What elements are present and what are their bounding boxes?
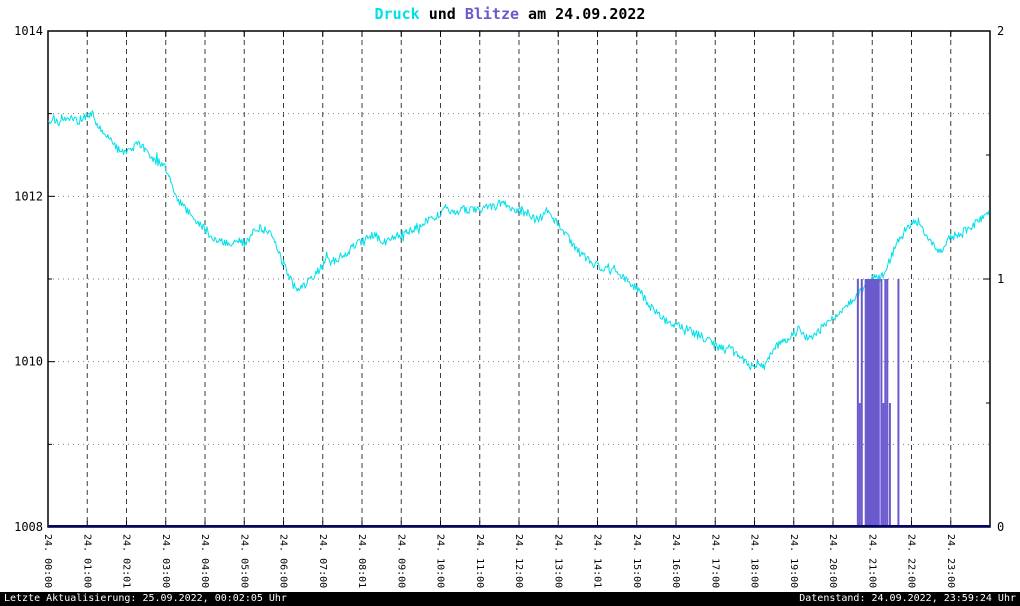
- lightning-bar: [871, 279, 874, 527]
- x-tick-label: 24. 20:00: [827, 534, 838, 588]
- lightning-bar: [856, 279, 859, 527]
- x-tick-label: 24. 10:00: [435, 534, 446, 588]
- y-left-tick-label: 1014: [14, 24, 43, 38]
- lightning-bar: [888, 403, 891, 527]
- lightning-bar: [882, 403, 885, 527]
- lightning-bar: [872, 279, 875, 527]
- lightning-bar: [884, 279, 887, 527]
- x-tick-label: 24. 14:01: [592, 534, 603, 588]
- x-tick-label: 24. 09:00: [395, 534, 406, 588]
- x-tick-label: 24. 12:00: [513, 534, 524, 588]
- lightning-bar: [866, 279, 869, 527]
- lightning-bar: [860, 279, 863, 527]
- x-tick-label: 24. 06:00: [278, 534, 289, 588]
- x-tick-label: 24. 16:00: [670, 534, 681, 588]
- title-blitze: Blitze: [464, 5, 520, 23]
- lightning-bar: [867, 279, 870, 527]
- title-und: und: [419, 5, 465, 23]
- x-tick-label: 24. 23:00: [945, 534, 956, 588]
- y-right-tick-label: 2: [997, 24, 1004, 38]
- lightning-bar: [877, 279, 880, 527]
- y-left-tick-label: 1012: [14, 189, 43, 203]
- title-date: am 24.09.2022: [519, 5, 646, 23]
- lightning-bar: [876, 279, 879, 527]
- lightning-bars: [856, 279, 900, 527]
- pressure-line: [47, 110, 990, 371]
- y-right-labels: 0 1 2: [997, 24, 1004, 534]
- x-tick-label: 24. 21:00: [866, 534, 877, 588]
- data-timestamp-text: Datenstand: 24.09.2022, 23:59:24 Uhr: [799, 593, 1016, 604]
- lightning-bar: [875, 279, 878, 527]
- lightning-bar: [864, 279, 867, 527]
- last-update-text: Letzte Aktualisierung: 25.09.2022, 00:02…: [4, 593, 287, 604]
- x-tick-label: 24. 19:00: [788, 534, 799, 588]
- lightning-bar: [897, 279, 900, 527]
- gridlines: [48, 31, 990, 527]
- lightning-bar: [858, 403, 861, 527]
- title-druck: Druck: [374, 5, 420, 23]
- x-tick-label: 24. 03:00: [160, 534, 171, 588]
- x-tick-label: 24. 01:00: [81, 534, 92, 588]
- lightning-bar: [868, 279, 871, 527]
- y-left-labels: 1008 1010 1012 1014: [14, 24, 43, 534]
- lightning-bar: [880, 279, 883, 527]
- x-tick-label: 24. 22:00: [906, 534, 917, 588]
- y-left-tick-label: 1008: [14, 520, 43, 534]
- x-tick-label: 24. 13:00: [552, 534, 563, 588]
- y-right-tick-label: 0: [997, 520, 1004, 534]
- lightning-bar: [869, 279, 872, 527]
- y-right-tick-label: 1: [997, 272, 1004, 286]
- x-tick-label: 24. 08:01: [356, 534, 367, 588]
- x-tick-label: 24. 11:00: [474, 534, 485, 588]
- chart-title: Druck und Blitze am 24.09.2022: [0, 5, 1020, 23]
- x-tick-label: 24. 18:00: [749, 534, 760, 588]
- status-bar: Letzte Aktualisierung: 25.09.2022, 00:02…: [0, 592, 1020, 606]
- x-tick-label: 24. 04:00: [199, 534, 210, 588]
- x-tick-label: 24. 05:00: [238, 534, 249, 588]
- x-tick-label: 24. 07:00: [317, 534, 328, 588]
- y-left-tick-label: 1010: [14, 355, 43, 369]
- x-tick-label: 24. 15:00: [631, 534, 642, 588]
- lightning-bar: [886, 279, 889, 527]
- x-tick-label: 24. 02:01: [121, 534, 132, 588]
- lightning-bar: [873, 279, 876, 527]
- x-tick-labels: 24. 00:00 24. 01:00 24. 02:01 24. 03:00 24. …: [42, 534, 956, 588]
- x-tick-label: 24. 17:00: [709, 534, 720, 588]
- x-tick-label: 24. 00:00: [42, 534, 53, 588]
